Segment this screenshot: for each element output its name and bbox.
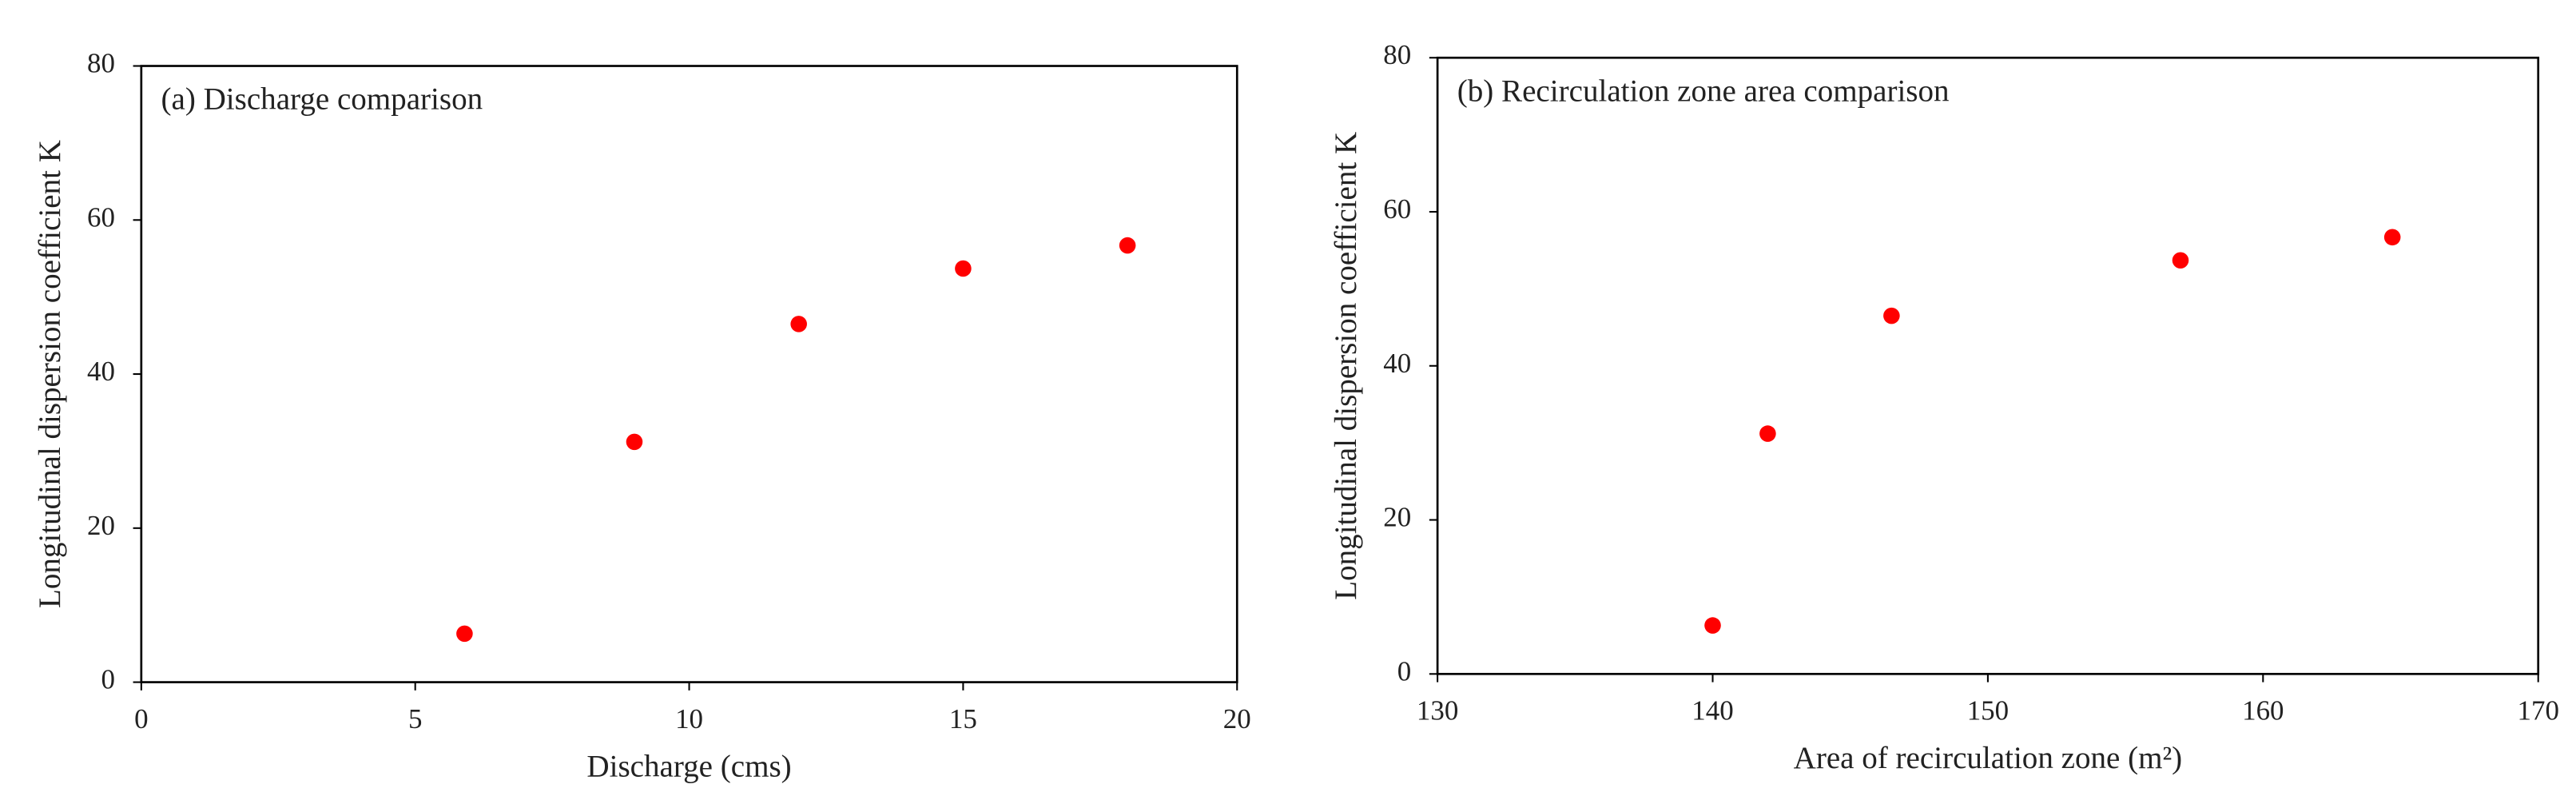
y-tick-label: 40 <box>87 356 115 387</box>
y-tick-label: 20 <box>1383 502 1411 533</box>
point <box>1883 307 1900 324</box>
y-tick-label: 0 <box>1397 655 1411 687</box>
plot-frame <box>140 65 1238 683</box>
x-tick-label: 15 <box>949 703 977 734</box>
x-axis-label: Discharge (cms) <box>586 750 791 784</box>
point <box>2172 252 2189 269</box>
point <box>626 433 643 451</box>
point <box>456 625 473 643</box>
y-axis-label: Longitudinal dispersion coefficient K <box>33 140 67 608</box>
point <box>955 260 972 277</box>
y-tick-label: 20 <box>87 510 115 541</box>
x-tick-label: 150 <box>1967 695 2009 726</box>
y-tick-label: 40 <box>1383 348 1411 379</box>
y-tick-label: 60 <box>1383 193 1411 225</box>
x-tick-label: 5 <box>408 703 422 734</box>
y-tick-label: 80 <box>1383 39 1411 70</box>
plot-frame <box>1436 56 2540 675</box>
x-tick-label: 10 <box>675 703 703 734</box>
point <box>2383 229 2401 246</box>
x-tick-label: 20 <box>1223 703 1251 734</box>
x-tick-label: 130 <box>1417 695 1458 726</box>
annotation: (a) Discharge comparison <box>161 82 483 117</box>
point <box>790 316 807 332</box>
point <box>1119 237 1136 254</box>
y-tick-label: 80 <box>87 48 115 79</box>
point <box>1704 617 1721 634</box>
y-axis-label: Longitudinal dispersion coefficient K <box>1329 132 1363 600</box>
point <box>1759 425 1776 442</box>
x-axis-label: Area of recirculation zone (m²) <box>1794 741 2183 775</box>
y-tick-label: 60 <box>87 201 115 233</box>
x-tick-label: 0 <box>134 703 148 734</box>
x-tick-label: 170 <box>2518 695 2559 726</box>
x-tick-label: 160 <box>2242 695 2284 726</box>
x-tick-label: 140 <box>1691 695 1733 726</box>
y-tick-label: 0 <box>101 664 114 695</box>
annotation: (b) Recirculation zone area comparison <box>1457 74 1950 108</box>
